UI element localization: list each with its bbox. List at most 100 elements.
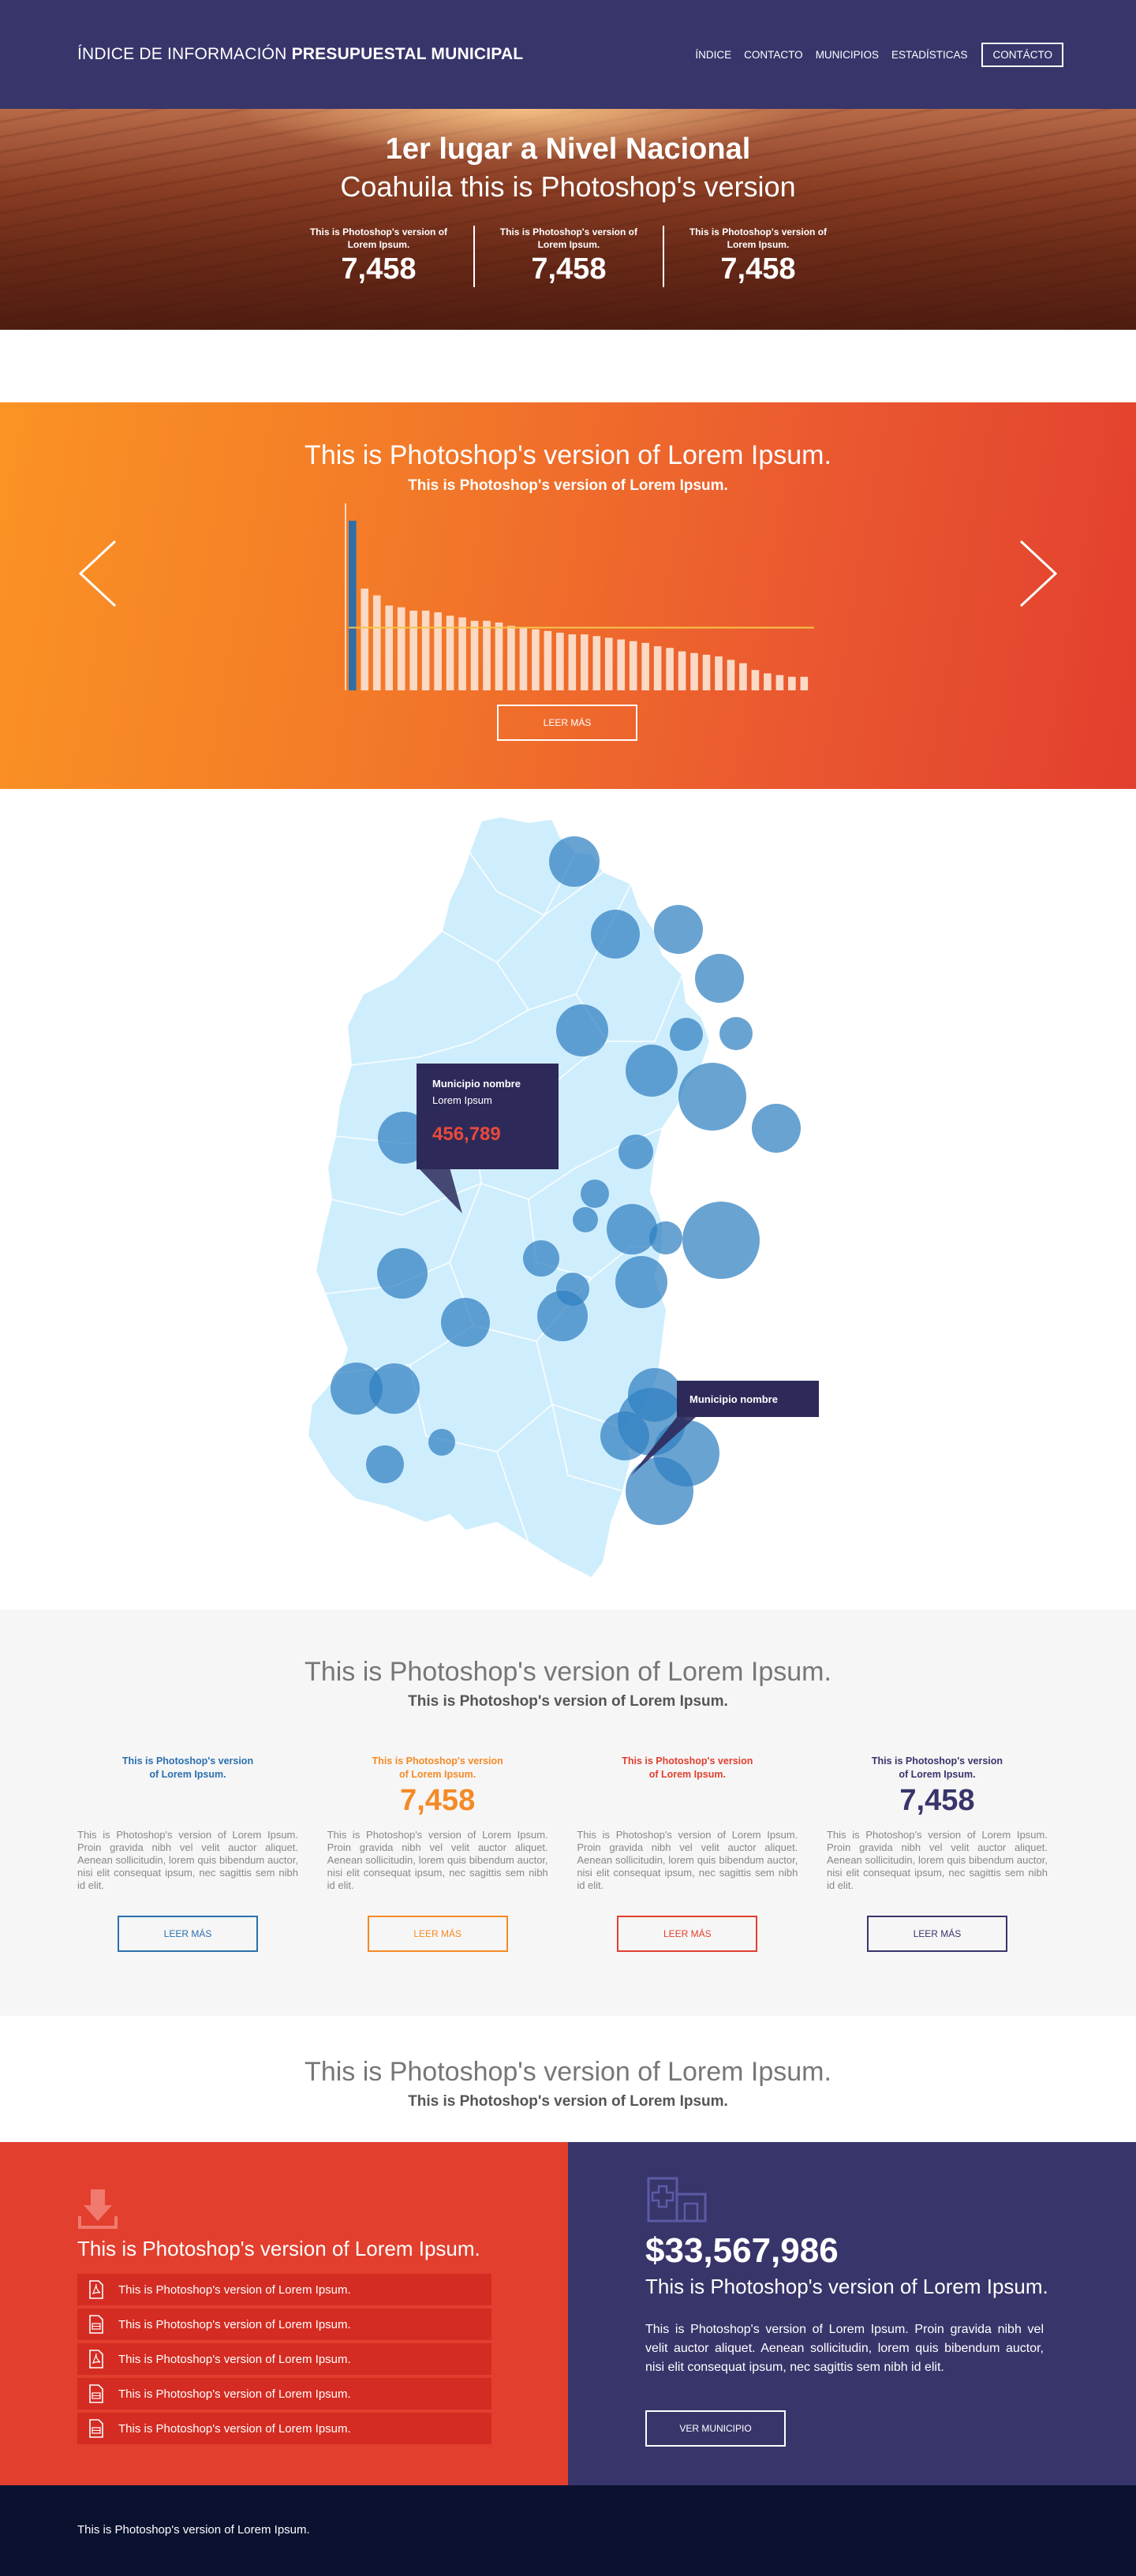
municipio-bubble[interactable]	[626, 1457, 693, 1525]
municipio-bubble[interactable]	[537, 1291, 588, 1341]
municipio-bubble[interactable]	[366, 1445, 404, 1483]
chart-bar[interactable]	[751, 670, 760, 690]
municipio-bubble[interactable]	[607, 1204, 657, 1254]
municipio-bubble[interactable]	[670, 1018, 703, 1051]
nav-estadisticas[interactable]: ESTADÍSTICAS	[891, 48, 968, 61]
chart-bar[interactable]	[641, 642, 649, 690]
chart-bar[interactable]	[690, 652, 698, 690]
download-item[interactable]: This is Photoshop's version of Lorem Ips…	[77, 2309, 491, 2340]
municipio-bubble[interactable]	[369, 1363, 420, 1414]
municipio-panel: $33,567,986 This is Photoshop's version …	[568, 2142, 1136, 2485]
coahuila-map[interactable]	[292, 805, 876, 1594]
chart-bar[interactable]	[397, 607, 405, 690]
municipio-bubble[interactable]	[523, 1240, 559, 1277]
municipio-bubble[interactable]	[626, 1045, 678, 1097]
chart-bar[interactable]	[544, 630, 552, 690]
municipio-bubble[interactable]	[331, 1363, 383, 1415]
municipio-bubble[interactable]	[549, 836, 600, 887]
chart-bar[interactable]	[800, 676, 809, 690]
site-footer: This is Photoshop's version of Lorem Ips…	[0, 2485, 1136, 2576]
chart-bar[interactable]	[739, 663, 747, 690]
municipio-bubble[interactable]	[377, 1248, 428, 1299]
downloads-panel: This is Photoshop's version of Lorem Ips…	[0, 2142, 568, 2485]
chart-bar[interactable]	[372, 595, 381, 690]
municipio-bubble[interactable]	[428, 1429, 455, 1456]
nav-indice[interactable]: ÍNDICE	[695, 48, 732, 61]
municipio-bubble[interactable]	[695, 954, 744, 1003]
municipio-bubble[interactable]	[573, 1207, 598, 1232]
stats-title: This is Photoshop's version of Lorem Ips…	[305, 1657, 831, 1687]
chart-bar[interactable]	[495, 623, 503, 690]
chart-bar[interactable]	[434, 612, 442, 690]
download-item[interactable]: This is Photoshop's version of Lorem Ips…	[77, 2413, 491, 2444]
chart-bar[interactable]	[666, 648, 674, 690]
chart-bar[interactable]	[385, 605, 394, 691]
download-item[interactable]: This is Photoshop's version of Lorem Ips…	[77, 2274, 491, 2305]
nav-municipios[interactable]: MUNICIPIOS	[815, 48, 879, 61]
municipio-bubble[interactable]	[556, 1004, 608, 1056]
chart-bar[interactable]	[788, 676, 796, 690]
hero-stat: This is Photoshop's version of Lorem Ips…	[473, 226, 663, 287]
contact-button[interactable]: CONTÁCTO	[981, 42, 1063, 67]
chart-bar[interactable]	[421, 610, 430, 690]
stat-card-button[interactable]: LEER MÁS	[367, 1916, 508, 1952]
prev-arrow-icon[interactable]	[76, 538, 120, 609]
municipio-bubble[interactable]	[654, 905, 703, 954]
municipio-bubble[interactable]	[678, 1063, 746, 1131]
municipio-bubble[interactable]	[615, 1256, 667, 1308]
chart-bar[interactable]	[702, 654, 711, 690]
stat-card: This is Photoshop's version of Lorem Ips…	[327, 1755, 548, 1952]
chart-bar[interactable]	[775, 675, 784, 690]
municipio-bubble[interactable]	[719, 1017, 753, 1050]
download-item[interactable]: This is Photoshop's version of Lorem Ips…	[77, 2343, 491, 2375]
chart-bar[interactable]	[507, 626, 515, 690]
chart-bar[interactable]	[629, 641, 637, 690]
chart-bar[interactable]	[483, 620, 491, 690]
stat-card-button[interactable]: LEER MÁS	[617, 1916, 758, 1952]
stat-card-button[interactable]: LEER MÁS	[118, 1916, 258, 1952]
chart-bar[interactable]	[617, 639, 626, 691]
chart-bar[interactable]	[409, 610, 417, 690]
chart-bar[interactable]	[581, 634, 589, 690]
chart-bar[interactable]	[446, 615, 454, 690]
chart-bar[interactable]	[568, 634, 577, 690]
municipio-bubble[interactable]	[682, 1202, 760, 1279]
chart-bar[interactable]	[764, 673, 772, 691]
chart-bar[interactable]	[592, 636, 601, 690]
bar-chart	[345, 503, 814, 691]
nav-contacto[interactable]: CONTACTO	[744, 48, 803, 61]
chart-bar[interactable]	[727, 660, 735, 690]
hero-title: 1er lugar a Nivel Nacional	[385, 133, 751, 166]
chart-section-subtitle: This is Photoshop's version of Lorem Ips…	[408, 477, 728, 494]
municipio-bubble[interactable]	[752, 1104, 801, 1153]
chart-bar[interactable]	[470, 620, 479, 690]
stat-card-button[interactable]: LEER MÁS	[866, 1916, 1007, 1952]
download-label: This is Photoshop's version of Lorem Ips…	[118, 2421, 351, 2436]
chart-bar[interactable]	[361, 589, 369, 690]
hero-banner: 1er lugar a Nivel Nacional Coahuila this…	[0, 109, 1136, 330]
stats-section: This is Photoshop's version of Lorem Ips…	[0, 1610, 1136, 2016]
chart-read-more-button[interactable]: LEER MÁS	[497, 705, 637, 741]
chart-bar[interactable]	[532, 629, 540, 690]
chart-bar[interactable]	[653, 646, 662, 690]
municipio-bubble[interactable]	[581, 1180, 609, 1208]
stat-card: This is Photoshop's version of Lorem Ips…	[77, 1755, 298, 1952]
chart-bar[interactable]	[556, 632, 564, 690]
chart-bar[interactable]	[678, 651, 686, 690]
municipio-bubble[interactable]	[618, 1135, 653, 1169]
site-logo[interactable]: ÍNDICE DE INFORMACIÓN PRESUPUESTAL MUNIC…	[77, 45, 523, 64]
chart-bar[interactable]	[349, 521, 357, 690]
chart-bar[interactable]	[715, 656, 723, 690]
stats-columns: This is Photoshop's version of Lorem Ips…	[77, 1755, 1048, 1952]
chart-bar[interactable]	[519, 627, 528, 690]
next-arrow-icon[interactable]	[1016, 538, 1060, 609]
municipio-title: This is Photoshop's version of Lorem Ips…	[645, 2275, 1048, 2298]
download-item[interactable]: This is Photoshop's version of Lorem Ips…	[77, 2378, 491, 2410]
brand-bold: PRESUPUESTAL MUNICIPAL	[291, 45, 524, 63]
chart-bar[interactable]	[604, 637, 613, 690]
ver-municipio-button[interactable]: VER MUNICIPIO	[645, 2410, 786, 2447]
municipio-bubble[interactable]	[591, 910, 640, 959]
municipio-bubble[interactable]	[649, 1221, 682, 1254]
chart-bar[interactable]	[458, 617, 466, 690]
municipio-bubble[interactable]	[441, 1298, 490, 1347]
